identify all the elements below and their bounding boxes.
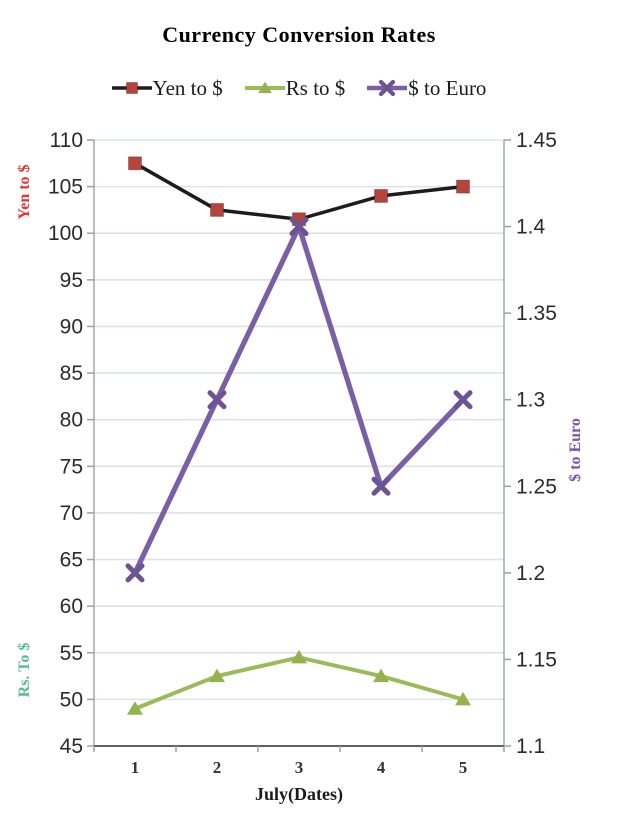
left-tick-label: 70 [60, 502, 83, 525]
series-line-1 [134, 655, 464, 711]
legend-swatch-icon [244, 81, 285, 94]
legend-label: Rs to $ [285, 75, 346, 100]
left-axis-title-rs: Rs. To $ [16, 643, 33, 698]
triangle-marker-icon [257, 81, 272, 94]
left-tick-label: 85 [60, 362, 83, 385]
legend-swatch-icon [367, 79, 408, 97]
right-tick-label: 1.3 [516, 389, 545, 412]
right-tick-label: 1.2 [516, 562, 545, 585]
left-tick-label: 60 [60, 595, 83, 618]
chart-title: Currency Conversion Rates [162, 22, 436, 47]
x-axis-title: July(Dates) [255, 784, 343, 805]
left-tick-label: 50 [60, 688, 83, 711]
triangle-marker-icon [127, 701, 143, 715]
left-tick-label: 80 [60, 409, 83, 432]
right-tick-label: 1.45 [516, 129, 557, 152]
legend-item-2: $ to Euro [367, 76, 486, 101]
x-marker-icon [125, 563, 145, 583]
left-tick-label: 105 [48, 176, 83, 199]
left-tick-label: 75 [60, 455, 83, 478]
series-line-2 [132, 223, 465, 574]
square-marker-icon [374, 188, 388, 203]
legend-label: Yen to $ [152, 75, 223, 100]
legend-item-0: Yen to $ [111, 75, 223, 101]
series-markers-1 [127, 649, 471, 715]
x-marker-icon [379, 79, 396, 97]
square-marker-icon [125, 81, 138, 95]
triangle-marker-icon [455, 691, 471, 706]
square-marker-icon [128, 156, 142, 171]
x-marker-icon [289, 217, 309, 237]
x-tick-label: 5 [459, 758, 468, 777]
x-marker-icon [371, 476, 391, 496]
triangle-marker-icon [209, 668, 225, 683]
right-tick-label: 1.15 [516, 648, 557, 671]
right-axis-title-euro: $ to Euro [567, 418, 584, 482]
left-axis-title-yen: Yen to $ [16, 164, 33, 219]
legend-label: $ to Euro [408, 75, 487, 100]
x-tick-label: 3 [295, 758, 304, 777]
left-tick-label: 90 [60, 315, 83, 338]
legend-item-1: Rs to $ [244, 75, 346, 101]
square-marker-icon [210, 202, 224, 217]
left-tick-label: 95 [60, 269, 83, 292]
x-tick-label: 1 [131, 758, 140, 777]
triangle-marker-icon [291, 649, 307, 664]
right-tick-label: 1.35 [516, 302, 557, 325]
triangle-marker-icon [373, 668, 389, 683]
right-tick-label: 1.1 [516, 735, 545, 758]
x-tick-label: 4 [377, 758, 386, 777]
left-tick-label: 45 [60, 735, 83, 758]
square-marker-icon [456, 179, 470, 194]
series-markers-2 [125, 217, 473, 583]
x-marker-icon [207, 390, 227, 410]
left-tick-label: 100 [48, 222, 83, 245]
left-tick-label: 110 [50, 129, 83, 152]
right-tick-label: 1.25 [516, 475, 557, 498]
legend-swatch-icon [111, 81, 152, 95]
right-tick-label: 1.4 [516, 216, 546, 239]
x-marker-icon [453, 390, 473, 410]
left-tick-label: 55 [60, 642, 83, 665]
series-line-0 [134, 161, 464, 221]
chart-legend: Yen to $ Rs to $ $ to Euro [0, 74, 598, 102]
left-tick-label: 65 [60, 549, 83, 572]
x-tick-label: 2 [213, 758, 222, 777]
